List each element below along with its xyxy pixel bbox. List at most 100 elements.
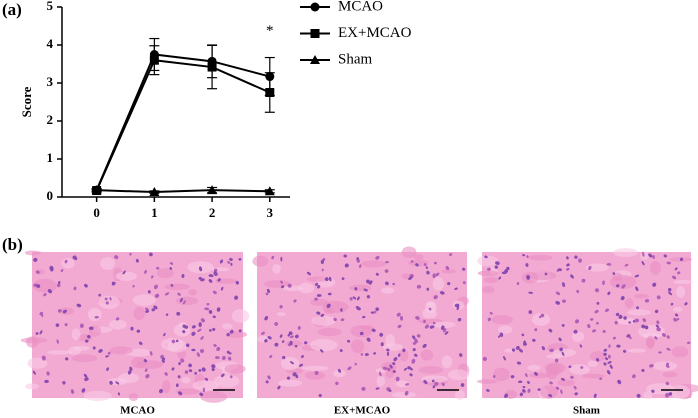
nucleus: [317, 284, 321, 289]
nucleus: [522, 386, 526, 389]
nucleus: [343, 254, 347, 258]
tissue-patch: [161, 337, 184, 351]
nucleus: [561, 351, 565, 357]
nucleus: [581, 278, 586, 283]
nucleus: [656, 327, 661, 332]
tissue-patch: [108, 319, 127, 330]
nucleus: [560, 378, 565, 381]
nucleus: [129, 366, 133, 371]
nucleus: [235, 280, 239, 285]
nucleus: [652, 282, 657, 287]
nucleus: [447, 282, 451, 286]
tissue-patch: [652, 361, 678, 371]
nucleus: [289, 340, 293, 346]
nucleus: [208, 309, 213, 314]
nucleus: [371, 328, 376, 333]
tissue-patch: [671, 346, 689, 358]
nucleus: [634, 318, 640, 323]
nucleus: [191, 331, 196, 336]
nucleus: [201, 367, 206, 372]
nucleus: [315, 282, 319, 286]
nucleus: [349, 297, 353, 301]
nucleus: [293, 299, 297, 303]
tissue-patch: [298, 282, 315, 294]
nucleus: [392, 282, 396, 286]
nucleus: [200, 318, 205, 323]
nucleus: [98, 348, 103, 353]
tissue-patch: [133, 306, 146, 321]
nucleus: [320, 313, 325, 317]
nucleus: [171, 339, 176, 344]
nucleus: [409, 373, 413, 377]
nucleus: [57, 283, 61, 288]
tissue-patch: [20, 337, 48, 344]
nucleus: [191, 348, 196, 352]
tissue-patch: [304, 371, 325, 380]
panel-label: (b): [2, 235, 23, 254]
nucleus: [114, 255, 119, 260]
nucleus: [603, 352, 607, 356]
nucleus: [602, 329, 606, 333]
nucleus: [169, 267, 173, 270]
nucleus: [354, 362, 357, 366]
nucleus: [188, 369, 193, 373]
nucleus: [297, 326, 301, 330]
nucleus: [290, 361, 294, 365]
nucleus: [375, 272, 379, 276]
tissue-patch: [277, 379, 303, 387]
nucleus: [574, 255, 578, 259]
nucleus: [122, 270, 126, 275]
nucleus: [501, 271, 507, 275]
nucleus: [527, 380, 530, 384]
nucleus: [484, 255, 488, 259]
nucleus: [366, 295, 371, 299]
nucleus: [665, 381, 670, 386]
nucleus: [370, 311, 374, 314]
nucleus: [557, 268, 562, 272]
nucleus: [340, 308, 343, 312]
nucleus: [486, 389, 490, 392]
nucleus: [623, 349, 627, 353]
tissue-patch: [650, 261, 661, 275]
nucleus: [144, 368, 148, 373]
nucleus: [229, 257, 233, 261]
nucleus: [194, 371, 197, 375]
nucleus: [197, 328, 202, 333]
nucleus: [83, 373, 88, 378]
nucleus: [534, 328, 538, 332]
nucleus: [184, 370, 189, 374]
nucleus: [282, 340, 285, 343]
nucleus: [261, 331, 265, 335]
tissue-patch: [361, 260, 387, 268]
nucleus: [64, 259, 68, 264]
tissue-patch: [381, 287, 395, 294]
nucleus: [182, 324, 187, 329]
nucleus: [357, 296, 360, 301]
tissue-patch: [613, 248, 638, 258]
nucleus: [593, 393, 597, 398]
nucleus: [320, 259, 325, 265]
nucleus: [526, 255, 529, 259]
nucleus: [573, 385, 577, 390]
tissue-patch: [418, 366, 443, 374]
image-caption: Sham: [573, 405, 600, 417]
nucleus: [267, 375, 271, 380]
nucleus: [221, 355, 226, 361]
nucleus: [387, 367, 391, 372]
nucleus: [62, 381, 66, 385]
nucleus: [596, 301, 600, 305]
nucleus: [64, 323, 68, 327]
nucleus: [492, 374, 496, 379]
nucleus: [179, 297, 183, 303]
nucleus: [510, 375, 515, 379]
nucleus: [109, 380, 113, 385]
nucleus: [573, 329, 578, 334]
nucleus: [534, 372, 538, 376]
y-tick-label: 1: [47, 150, 54, 165]
tissue-patch: [497, 325, 513, 334]
nucleus: [327, 292, 332, 296]
nucleus: [516, 361, 522, 365]
nucleus: [414, 353, 418, 357]
nucleus: [424, 324, 429, 329]
nucleus: [375, 307, 380, 311]
